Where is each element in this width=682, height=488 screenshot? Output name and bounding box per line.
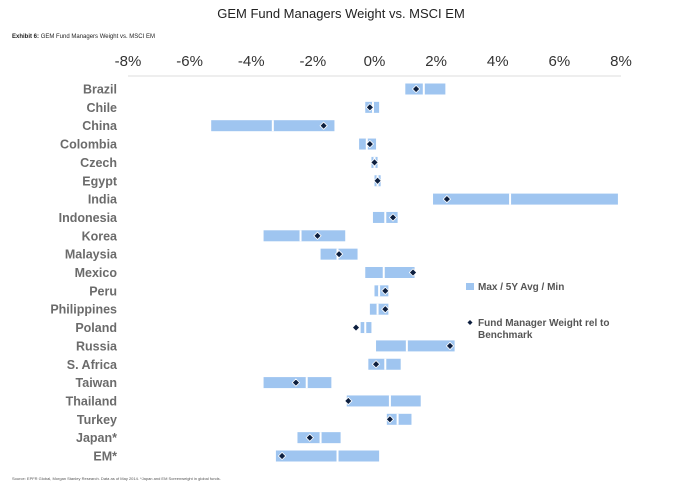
range-bar-brazil	[405, 83, 446, 95]
weight-marker-chile	[365, 103, 375, 112]
avg-marker-em	[336, 450, 339, 462]
x-tick-label: 2%	[425, 53, 447, 70]
weight-marker-russia	[445, 341, 455, 351]
category-label-korea: Korea	[82, 229, 118, 243]
x-tick-label: 8%	[610, 53, 632, 70]
category-label-em: EM*	[93, 450, 117, 464]
legend-swatch-marker	[467, 320, 473, 325]
weight-marker-malaysia	[334, 249, 344, 259]
category-labels: Brazil Chile China Colombia Czech Egypt India I…	[50, 83, 118, 464]
avg-marker-s-africa	[384, 358, 387, 370]
weight-marker-mexico	[408, 268, 418, 277]
x-tick-label: -6%	[176, 53, 203, 70]
category-label-poland: Poland	[75, 321, 117, 335]
range-bar-india	[433, 193, 618, 205]
x-tick-label: -4%	[238, 53, 265, 70]
category-label-peru: Peru	[89, 284, 117, 298]
weight-marker-japan	[305, 433, 314, 442]
avg-marker-philippines	[376, 303, 379, 315]
exhibit-label: Exhibit 6:	[12, 34, 40, 40]
x-tick-label: 0%	[364, 53, 386, 70]
legend-label-range: Max / 5Y Avg / Min	[478, 282, 564, 293]
category-label-egypt: Egypt	[82, 174, 118, 188]
range-bar-thailand	[346, 395, 421, 407]
avg-marker-japan	[319, 432, 322, 444]
category-label-russia: Russia	[76, 339, 118, 353]
avg-marker-taiwan	[305, 377, 308, 389]
x-tick-label: -2%	[300, 53, 327, 70]
category-label-taiwan: Taiwan	[76, 376, 117, 390]
x-ticks: -8% -6% -4% -2% 0% 2% 4% 6% 8%	[115, 53, 632, 70]
category-label-mexico: Mexico	[75, 266, 118, 280]
weight-marker-colombia	[365, 139, 375, 149]
weight-marker-em	[277, 451, 287, 461]
category-label-colombia: Colombia	[60, 138, 118, 152]
weight-marker-thailand	[344, 396, 353, 406]
category-label-japan: Japan*	[76, 431, 117, 445]
weight-marker-poland	[351, 323, 361, 332]
range-bar-philippines	[369, 303, 389, 315]
source-footnote: Source: EPFR Global, Morgan Stanley Rese…	[12, 476, 221, 481]
exhibit-title: GEM Fund Managers Weight vs. MSCI EM	[40, 34, 155, 40]
range-bar-em	[275, 450, 380, 462]
avg-marker-russia	[405, 340, 408, 352]
legend: Max / 5Y Avg / Min Fund Manager Weight r…	[466, 282, 609, 341]
range-bar-turkey	[386, 413, 412, 425]
category-label-czech: Czech	[80, 156, 117, 170]
avg-marker-india	[509, 193, 512, 205]
avg-marker-brazil	[422, 83, 425, 95]
x-tick-label: -8%	[115, 53, 142, 70]
range-bar-korea	[263, 230, 346, 242]
category-label-indonesia: Indonesia	[59, 211, 118, 225]
chart-title: GEM Fund Managers Weight vs. MSCI EM	[217, 6, 465, 21]
range-bar-mexico	[365, 267, 415, 278]
category-label-china: China	[82, 119, 118, 133]
weight-marker-peru	[381, 286, 390, 296]
weight-marker-indonesia	[388, 213, 398, 222]
avg-marker-mexico	[382, 267, 385, 278]
avg-marker-peru	[378, 285, 381, 297]
avg-marker-korea	[299, 230, 302, 242]
range-bar-japan	[297, 432, 341, 444]
category-label-india: India	[88, 193, 118, 207]
weight-marker-czech	[370, 158, 379, 167]
category-label-s-africa: S. Africa	[67, 358, 118, 372]
avg-marker-china	[271, 120, 274, 132]
avg-marker-indonesia	[384, 211, 387, 223]
weight-marker-brazil	[411, 84, 421, 94]
category-label-thailand: Thailand	[66, 394, 117, 408]
x-tick-label: 6%	[549, 53, 571, 70]
x-tick-label: 4%	[487, 53, 509, 70]
avg-marker-thailand	[388, 395, 391, 407]
weight-marker-india	[442, 194, 452, 204]
weight-marker-s-africa	[371, 360, 381, 369]
legend-label-marker: Fund Manager Weight rel to Benchmark	[478, 318, 609, 341]
avg-marker-poland	[364, 322, 367, 334]
weight-marker-philippines	[381, 305, 390, 314]
weight-marker-turkey	[385, 415, 395, 424]
weight-marker-taiwan	[291, 378, 301, 387]
range-bar-russia	[376, 340, 455, 352]
legend-swatch-range	[466, 283, 474, 290]
weight-marker-korea	[313, 231, 322, 240]
category-label-malaysia: Malaysia	[65, 248, 118, 262]
weight-marker-egypt	[373, 176, 382, 185]
category-label-chile: Chile	[86, 101, 117, 115]
category-label-philippines: Philippines	[50, 303, 117, 317]
category-label-turkey: Turkey	[77, 413, 117, 427]
category-label-brazil: Brazil	[83, 83, 117, 97]
weight-marker-china	[319, 121, 328, 130]
exhibit-caption: Exhibit 6: GEM Fund Managers Weight vs. …	[12, 34, 155, 40]
avg-marker-turkey	[396, 413, 399, 425]
weight-markers	[277, 84, 455, 461]
